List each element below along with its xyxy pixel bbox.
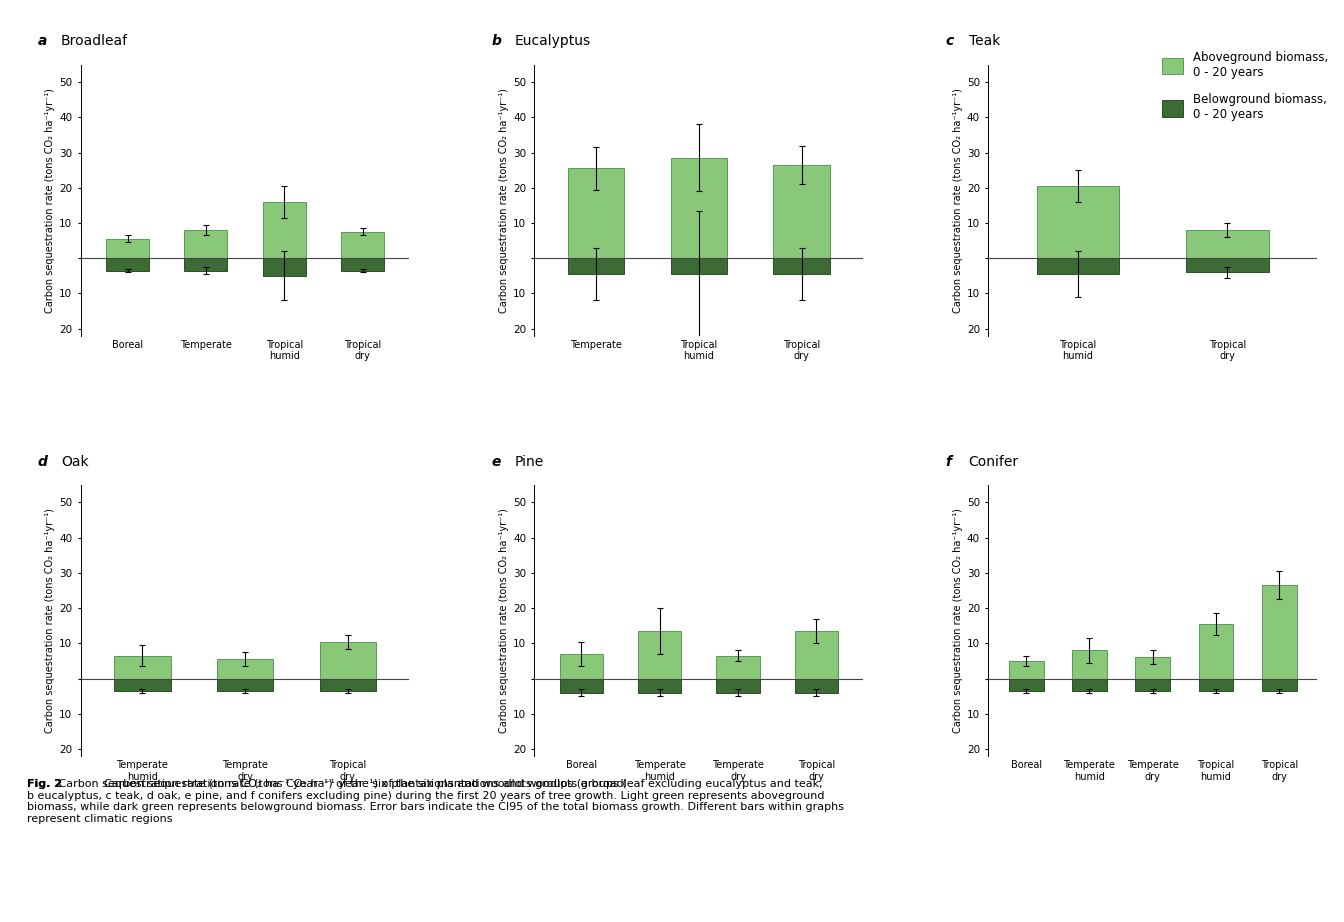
- Bar: [262, 202, 305, 258]
- Bar: [1036, 258, 1120, 274]
- Text: Fig. 2: Fig. 2: [27, 779, 70, 789]
- Bar: [1262, 679, 1297, 691]
- Bar: [262, 258, 305, 276]
- Bar: [1187, 230, 1269, 258]
- Y-axis label: Carbon sequestration rate (tons CO₂ ha⁻¹yr⁻¹): Carbon sequestration rate (tons CO₂ ha⁻¹…: [953, 88, 962, 313]
- Text: Carbon sequestration rate (tons CO₂ ha⁻¹ year⁻¹) of the six plantations and wood: Carbon sequestration rate (tons CO₂ ha⁻¹…: [97, 779, 626, 789]
- Bar: [716, 656, 759, 679]
- Bar: [106, 239, 149, 258]
- Bar: [114, 656, 171, 679]
- Text: Pine: Pine: [515, 455, 544, 468]
- Bar: [341, 231, 384, 258]
- Bar: [671, 158, 727, 258]
- Bar: [1136, 679, 1171, 691]
- Bar: [184, 230, 227, 258]
- Bar: [671, 258, 727, 274]
- Bar: [716, 679, 759, 692]
- Y-axis label: Carbon sequestration rate (tons CO₂ ha⁻¹yr⁻¹): Carbon sequestration rate (tons CO₂ ha⁻¹…: [499, 508, 509, 733]
- Bar: [569, 258, 625, 274]
- Bar: [1136, 657, 1171, 679]
- Bar: [638, 679, 681, 692]
- Bar: [1187, 258, 1269, 272]
- Text: Conifer: Conifer: [969, 455, 1019, 468]
- Bar: [773, 165, 829, 258]
- Text: d: d: [38, 455, 48, 468]
- Text: Eucalyptus: Eucalyptus: [515, 34, 591, 48]
- Text: Broadleaf: Broadleaf: [60, 34, 128, 48]
- Bar: [569, 169, 625, 258]
- Text: Carbon sequestration rate (tons CO₂ ha⁻¹ year⁻¹) of the six plantations and wood: Carbon sequestration rate (tons CO₂ ha⁻¹…: [27, 779, 844, 824]
- Legend: Aboveground biomass,
0 - 20 years, Belowground biomass,
0 - 20 years: Aboveground biomass, 0 - 20 years, Below…: [1159, 47, 1332, 124]
- Bar: [560, 654, 603, 679]
- Text: Teak: Teak: [969, 34, 1000, 48]
- Y-axis label: Carbon sequestration rate (tons CO₂ ha⁻¹yr⁻¹): Carbon sequestration rate (tons CO₂ ha⁻¹…: [44, 508, 55, 733]
- Bar: [560, 679, 603, 692]
- Bar: [773, 258, 829, 274]
- Bar: [1199, 679, 1234, 691]
- Text: e: e: [492, 455, 501, 468]
- Bar: [1009, 661, 1043, 679]
- Bar: [320, 642, 376, 679]
- Text: f: f: [946, 455, 952, 468]
- Text: Oak: Oak: [60, 455, 89, 468]
- Bar: [638, 631, 681, 679]
- Bar: [1262, 585, 1297, 679]
- Bar: [216, 679, 273, 691]
- Y-axis label: Carbon sequestration rate (tons CO₂ ha⁻¹yr⁻¹): Carbon sequestration rate (tons CO₂ ha⁻¹…: [953, 508, 962, 733]
- Bar: [1073, 679, 1107, 691]
- Bar: [794, 631, 837, 679]
- Bar: [1073, 650, 1107, 679]
- Text: a: a: [38, 34, 47, 48]
- Bar: [1009, 679, 1043, 691]
- Bar: [320, 679, 376, 691]
- Bar: [1199, 624, 1234, 679]
- Bar: [114, 679, 171, 691]
- Bar: [184, 258, 227, 270]
- Text: b: b: [492, 34, 501, 48]
- Bar: [106, 258, 149, 270]
- Text: c: c: [946, 34, 954, 48]
- Y-axis label: Carbon sequestration rate (tons CO₂ ha⁻¹yr⁻¹): Carbon sequestration rate (tons CO₂ ha⁻¹…: [499, 88, 509, 313]
- Text: Fig. 2: Fig. 2: [27, 779, 62, 789]
- Bar: [794, 679, 837, 692]
- Bar: [341, 258, 384, 270]
- Y-axis label: Carbon sequestration rate (tons CO₂ ha⁻¹yr⁻¹): Carbon sequestration rate (tons CO₂ ha⁻¹…: [44, 88, 55, 313]
- Bar: [1036, 186, 1120, 258]
- Bar: [216, 659, 273, 679]
